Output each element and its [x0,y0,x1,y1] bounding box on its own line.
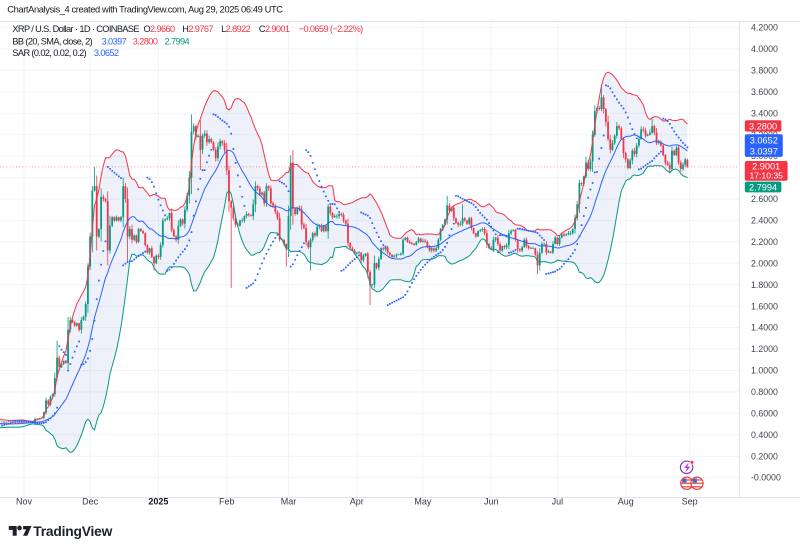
svg-text:3.4000: 3.4000 [751,108,778,118]
svg-text:17:10:35: 17:10:35 [749,171,783,181]
svg-text:4.0000: 4.0000 [751,44,778,54]
svg-text:Dec: Dec [82,497,99,507]
svg-text:0.8000: 0.8000 [751,387,778,397]
svg-text:2025: 2025 [148,497,168,507]
svg-text:O2.9660: O2.9660 [144,24,176,34]
svg-text:May: May [414,497,432,507]
svg-text:3.2800: 3.2800 [133,37,158,47]
svg-text:2.0000: 2.0000 [751,258,778,268]
svg-text:Nov: Nov [16,497,33,507]
svg-text:-0.0000: -0.0000 [751,473,781,483]
svg-text:2.6000: 2.6000 [751,194,778,204]
svg-text:C2.9001: C2.9001 [259,24,290,34]
svg-text:1.0000: 1.0000 [751,366,778,376]
svg-text:0.2000: 0.2000 [751,451,778,461]
svg-text:SAR (0.02, 0.02, 0.2): SAR (0.02, 0.02, 0.2) [12,48,86,58]
svg-text:2.2000: 2.2000 [751,237,778,247]
svg-text:H2.9767: H2.9767 [182,24,213,34]
svg-text:3.0397: 3.0397 [102,37,127,47]
svg-text:Sep: Sep [682,497,698,507]
svg-text:Jul: Jul [552,497,564,507]
svg-text:Aug: Aug [618,497,634,507]
svg-text:0.4000: 0.4000 [751,430,778,440]
svg-text:4.2000: 4.2000 [751,23,778,33]
svg-text:2.7994: 2.7994 [165,37,190,47]
svg-text:Mar: Mar [281,497,297,507]
svg-text:0.6000: 0.6000 [751,408,778,418]
svg-text:3.0652: 3.0652 [94,48,119,58]
svg-text:ChartAnalysis_4 created with T: ChartAnalysis_4 created with TradingView… [7,5,283,15]
svg-text:BB (20, SMA, close, 2): BB (20, SMA, close, 2) [12,37,92,47]
svg-text:3.0652: 3.0652 [750,135,778,145]
svg-text:L2.8922: L2.8922 [221,24,251,34]
svg-text:3.2800: 3.2800 [749,121,777,131]
svg-text:1.4000: 1.4000 [751,323,778,333]
svg-text:3.8000: 3.8000 [751,66,778,76]
svg-text:2.9001: 2.9001 [752,161,780,171]
svg-text:3.0397: 3.0397 [750,147,778,157]
svg-text:2.4000: 2.4000 [751,216,778,226]
svg-text:TradingView: TradingView [33,524,112,539]
svg-text:Feb: Feb [219,497,235,507]
svg-text:2.7994: 2.7994 [749,182,777,192]
svg-text:1.8000: 1.8000 [751,280,778,290]
svg-text:1.6000: 1.6000 [751,301,778,311]
svg-text:XRP / U.S. Dollar · 1D · COINB: XRP / U.S. Dollar · 1D · COINBASE [12,24,139,34]
svg-text:Jun: Jun [484,497,499,507]
svg-text:Apr: Apr [350,497,364,507]
svg-text:−0.0659 (−2.22%): −0.0659 (−2.22%) [299,24,363,34]
svg-text:1.2000: 1.2000 [751,344,778,354]
svg-text:3.6000: 3.6000 [751,87,778,97]
